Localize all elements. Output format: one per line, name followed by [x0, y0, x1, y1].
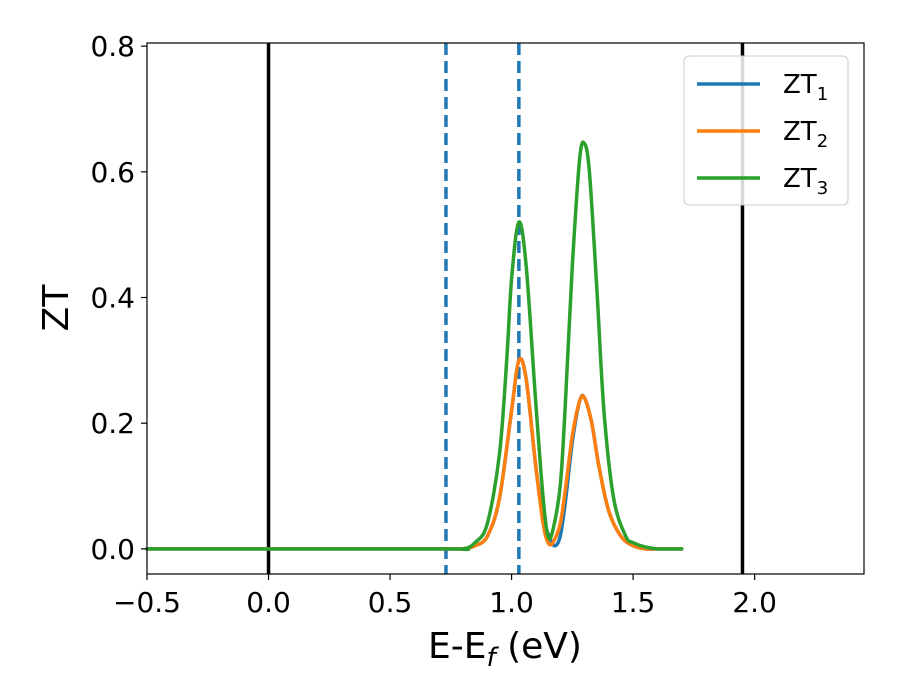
x-axis-label: E-Ef (eV): [428, 626, 582, 673]
x-tick-label: 0.0: [246, 586, 291, 619]
x-tick-label: 2.0: [732, 586, 777, 619]
legend-box: [683, 55, 849, 206]
series-line-zt3: [145, 140, 684, 552]
reference-lines: [266, 43, 745, 574]
y-axis: 0.0 0.2 0.4 0.6 0.8: [90, 30, 147, 566]
y-tick-label: 0.6: [90, 156, 135, 189]
x-tick-label: 1.0: [489, 586, 534, 619]
y-tick-label: 0.4: [90, 282, 135, 315]
plot-frame: [146, 42, 865, 575]
series-layer: [145, 140, 684, 552]
y-axis-label: ZT: [36, 284, 77, 332]
legend: ZT1 ZT2 ZT3: [683, 55, 849, 206]
y-tick-label: 0.8: [90, 30, 135, 63]
x-tick-label: 0.5: [368, 586, 413, 619]
y-tick-label: 0.0: [90, 533, 135, 566]
legend-label-zt3: ZT3: [783, 164, 828, 199]
series-line-zt2: [145, 356, 684, 551]
legend-label-zt2: ZT2: [783, 117, 828, 152]
y-tick-label: 0.2: [90, 407, 135, 440]
legend-label-zt1: ZT1: [783, 70, 828, 105]
x-tick-label: −0.5: [113, 586, 181, 619]
x-axis: −0.5 0.0 0.5 1.0 1.5 2.0: [113, 574, 777, 619]
x-tick-label: 1.5: [611, 586, 656, 619]
